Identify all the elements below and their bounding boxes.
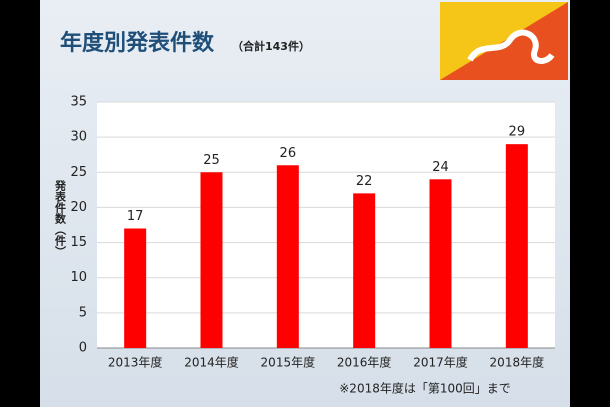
value-label: 25 (203, 153, 220, 168)
bar (505, 144, 528, 348)
bar (429, 179, 452, 348)
y-tick-label: 15 (70, 235, 87, 250)
y-tick-label: 10 (70, 270, 87, 285)
chart-title: 年度別発表件数 (60, 30, 215, 56)
value-label: 24 (432, 160, 449, 175)
value-label: 17 (127, 209, 144, 224)
plot-area (97, 102, 555, 348)
chart-subtitle: （合計143件） (232, 39, 310, 53)
value-label: 26 (280, 146, 297, 161)
x-tick-label: 2014年度 (184, 355, 239, 370)
y-tick-label: 25 (70, 165, 87, 180)
value-label: 22 (356, 174, 373, 189)
bar (276, 165, 299, 348)
x-tick-label: 2013年度 (108, 355, 163, 370)
bar (200, 172, 223, 348)
x-tick-label: 2016年度 (337, 355, 392, 370)
bar (124, 228, 147, 348)
y-tick-label: 30 (70, 130, 87, 145)
x-tick-label: 2017年度 (413, 355, 468, 370)
value-label: 29 (509, 125, 526, 140)
y-axis-label: 発表件数（件） (54, 179, 68, 257)
x-tick-label: 2015年度 (261, 355, 316, 370)
y-tick-label: 5 (79, 305, 87, 320)
footnote: ※2018年度は「第100回」まで (339, 381, 511, 396)
y-tick-label: 20 (70, 200, 87, 215)
y-tick-label: 35 (70, 95, 87, 110)
x-tick-label: 2018年度 (490, 355, 545, 370)
flag (440, 2, 568, 80)
bar (353, 193, 376, 348)
y-tick-label: 0 (79, 341, 87, 356)
